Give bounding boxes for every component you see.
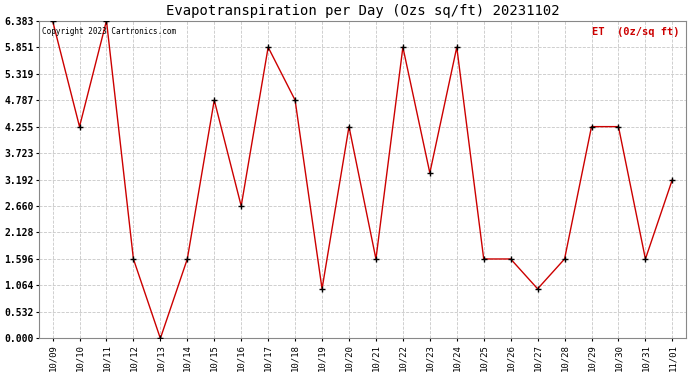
- Title: Evapotranspiration per Day (Ozs sq/ft) 20231102: Evapotranspiration per Day (Ozs sq/ft) 2…: [166, 4, 560, 18]
- Text: ET  (0z/sq ft): ET (0z/sq ft): [592, 27, 680, 37]
- Text: Copyright 2023 Cartronics.com: Copyright 2023 Cartronics.com: [42, 27, 177, 36]
